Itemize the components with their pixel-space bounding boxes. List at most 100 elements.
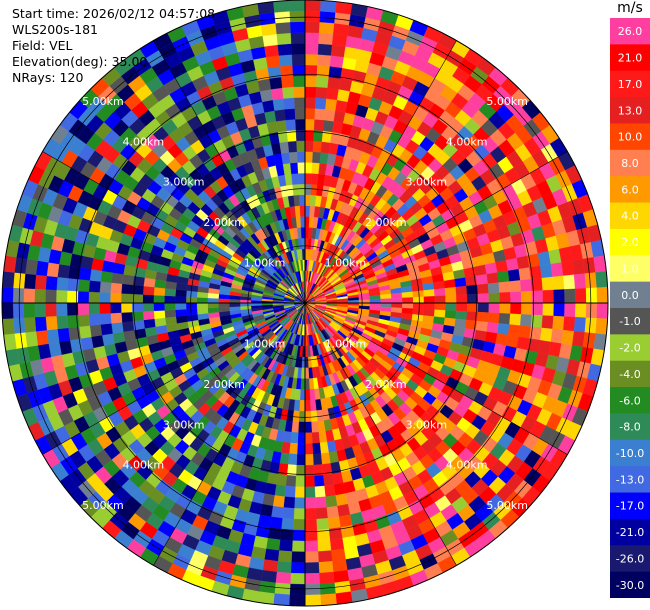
- colorbar-tick-label: -30.0: [616, 579, 644, 592]
- gate-cell: [293, 194, 301, 207]
- gate-cell: [142, 310, 155, 321]
- gate-cell: [23, 288, 35, 304]
- gate-cell: [509, 280, 522, 293]
- gate-cell: [507, 324, 521, 338]
- gate-cell: [444, 310, 457, 320]
- gate-cell: [509, 313, 522, 326]
- colorbar-tick-label: 17.0: [618, 78, 643, 91]
- gate-cell: [520, 314, 533, 327]
- gate-cell: [304, 573, 320, 585]
- gate-cell: [445, 302, 457, 312]
- colorbar-swatch: [610, 228, 650, 256]
- gate-cell: [304, 562, 320, 574]
- gate-cell: [296, 454, 306, 466]
- gate-cell: [112, 331, 126, 344]
- gate-cell: [265, 537, 281, 551]
- gate-cell: [287, 140, 298, 153]
- gate-cell: [412, 302, 425, 310]
- gate-cell: [142, 285, 155, 296]
- gate-cell: [88, 280, 101, 293]
- gate-cell: [262, 99, 275, 113]
- gate-cell: [284, 485, 296, 498]
- gate-cell: [265, 55, 281, 69]
- colorbar-tick-label: 10.0: [618, 131, 643, 144]
- gate-cell: [272, 495, 285, 508]
- gate-cell: [164, 309, 177, 318]
- gate-cell: [153, 286, 166, 296]
- gate-cell: [260, 570, 277, 583]
- gate-cell: [89, 268, 103, 282]
- gate-cell: [260, 23, 277, 36]
- gate-cell: [358, 299, 371, 304]
- nrays-value: 120: [59, 70, 84, 85]
- gate-cell: [297, 162, 306, 174]
- grid-spoke: [153, 302, 306, 566]
- gate-cell: [322, 473, 334, 487]
- gate-cell: [477, 293, 490, 304]
- gate-cell: [91, 334, 105, 349]
- gate-cell: [304, 118, 315, 131]
- gate-cell: [304, 497, 316, 509]
- gate-cell: [23, 273, 37, 289]
- gate-cell: [315, 86, 328, 99]
- gate-cell: [269, 516, 283, 530]
- field-label: Field:: [12, 38, 46, 53]
- gate-cell: [561, 329, 575, 346]
- gate-cell: [290, 21, 306, 33]
- gate-cell: [121, 311, 133, 323]
- gate-cell: [304, 508, 317, 520]
- gate-cell: [319, 571, 335, 585]
- range-ring: [75, 73, 535, 533]
- gate-cell: [455, 310, 468, 321]
- gate-cell: [185, 308, 198, 316]
- gate-cell: [304, 454, 314, 466]
- range-ring-label: 4.00km: [446, 459, 488, 472]
- gate-cell: [312, 151, 322, 164]
- gate-cell: [488, 302, 500, 314]
- gate-cell: [298, 421, 306, 434]
- gate-cell: [298, 410, 306, 423]
- gate-cell: [304, 0, 322, 12]
- gate-cell: [290, 573, 306, 585]
- gate-cell: [539, 263, 553, 279]
- gate-cell: [315, 507, 328, 520]
- gate-cell: [499, 302, 511, 314]
- gate-cell: [288, 594, 306, 607]
- gate-cell: [304, 216, 310, 228]
- gate-cell: [294, 486, 306, 498]
- gate-cell: [304, 32, 320, 44]
- gate-cell: [276, 119, 288, 133]
- range-ring-label: 5.00km: [82, 499, 124, 512]
- range-ring: [247, 245, 363, 361]
- gate-cell: [486, 322, 499, 334]
- gate-cell: [288, 0, 306, 12]
- colorbar-swatch: [610, 255, 650, 283]
- gate-cell: [281, 75, 294, 88]
- gate-cell: [272, 98, 285, 111]
- colorbar-tick-label: 8.0: [621, 157, 639, 170]
- colorbar-tick-label: 21.0: [618, 52, 643, 65]
- gate-cell: [299, 205, 306, 217]
- gate-cell: [262, 559, 279, 573]
- gate-cell: [278, 54, 293, 67]
- gate-cell: [293, 508, 306, 520]
- colorbar-swatch: [610, 123, 650, 151]
- gate-cell: [309, 399, 317, 412]
- gate-cell: [444, 286, 457, 296]
- gate-cell: [154, 317, 167, 327]
- gate-cell: [88, 313, 101, 326]
- gate-cell: [402, 297, 414, 304]
- colorbar-swatch: [610, 97, 650, 124]
- gate-cell: [282, 507, 295, 520]
- gate-cell: [324, 484, 336, 497]
- gate-cell: [142, 294, 154, 304]
- gate-cell: [310, 410, 318, 423]
- gate-cell: [304, 518, 318, 531]
- gate-cell: [218, 298, 230, 304]
- elevation-value: 35.00: [111, 54, 148, 69]
- gate-cell: [300, 216, 306, 228]
- colorbar-tick-label: -4.0: [619, 368, 640, 381]
- gate-cell: [196, 302, 208, 309]
- gate-cell: [120, 302, 133, 313]
- gate-cell: [553, 302, 565, 317]
